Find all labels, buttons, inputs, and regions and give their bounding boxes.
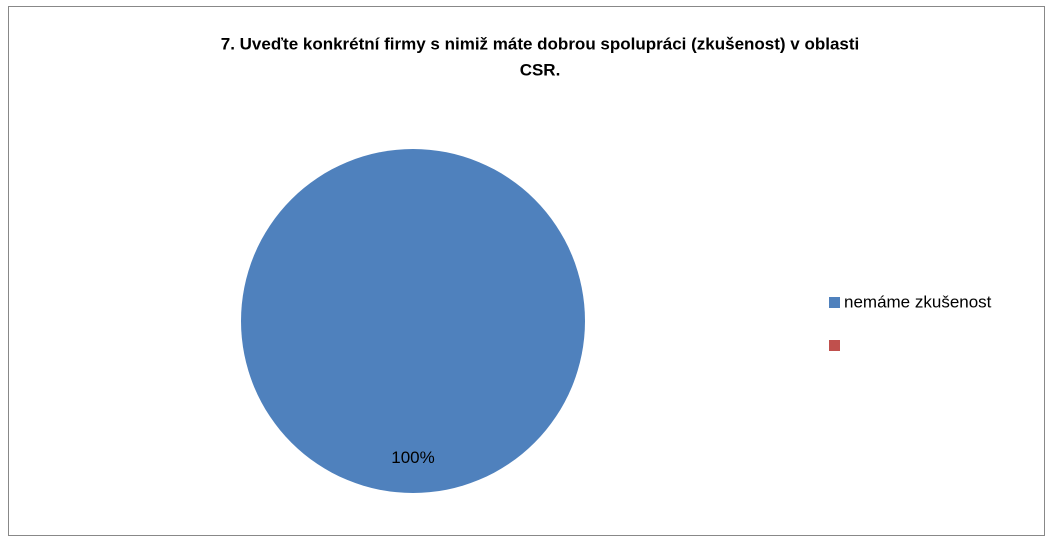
- chart-title: 7. Uveďte konkrétní firmy s nimiž máte d…: [221, 34, 860, 53]
- legend-label: nemáme zkušenost: [844, 292, 992, 311]
- chart-title: CSR.: [520, 60, 561, 79]
- pie-slice: [241, 149, 585, 493]
- data-label: 100%: [391, 448, 434, 467]
- legend-swatch: [829, 340, 840, 351]
- legend-swatch: [829, 297, 840, 308]
